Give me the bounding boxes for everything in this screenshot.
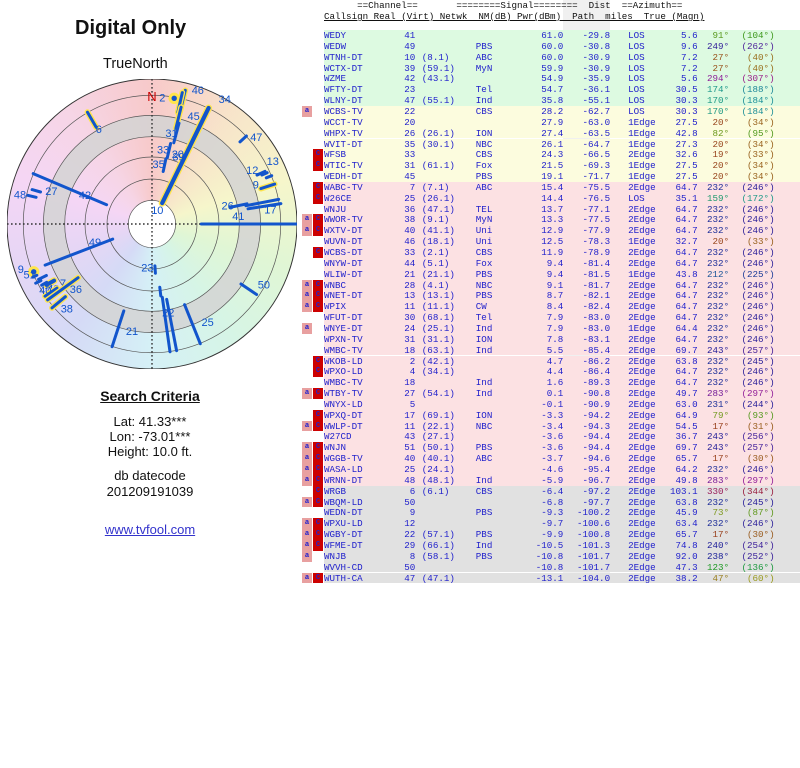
svg-text:31: 31 [165,128,177,140]
svg-text:48: 48 [14,189,26,201]
svg-text:50: 50 [258,279,270,291]
svg-text:41: 41 [232,211,244,223]
svg-text:35: 35 [153,159,165,171]
svg-text:10: 10 [151,205,163,217]
svg-text:20: 20 [172,149,184,161]
svg-text:46: 46 [192,85,204,97]
svg-text:36: 36 [70,284,82,296]
svg-text:6: 6 [96,124,102,136]
svg-text:49: 49 [89,237,101,249]
svg-text:23: 23 [141,263,153,275]
svg-text:34: 34 [219,94,231,106]
svg-text:27: 27 [45,186,57,198]
svg-text:12: 12 [246,165,258,177]
svg-text:9: 9 [253,179,259,191]
svg-text:47: 47 [250,132,262,144]
svg-text:13: 13 [267,156,279,168]
svg-text:38: 38 [61,303,73,315]
svg-text:42: 42 [79,190,91,202]
svg-text:25: 25 [202,317,214,329]
svg-text:45: 45 [188,111,200,123]
svg-text:2: 2 [159,92,165,104]
svg-text:N: N [147,89,156,104]
svg-text:21: 21 [126,326,138,338]
svg-text:40: 40 [39,285,51,297]
svg-text:33: 33 [157,145,169,157]
